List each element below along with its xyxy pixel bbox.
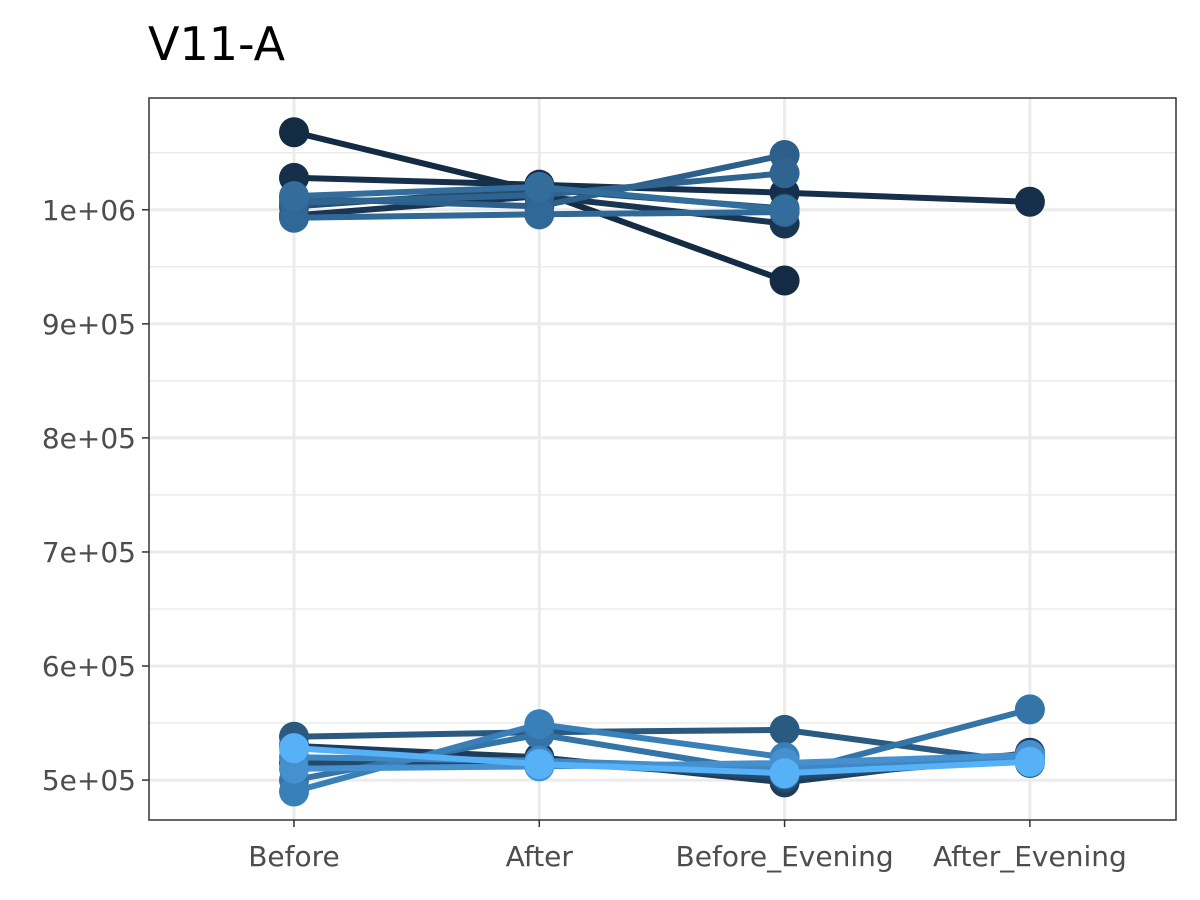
data-point [279,117,309,148]
y-tick-label: 6e+05 [42,650,136,683]
x-tick-label: Before [248,840,340,873]
data-point [279,733,309,764]
data-point [769,758,800,789]
series-path [293,174,1031,205]
series-path [293,726,1031,766]
data-point [769,158,800,189]
axes: 5e+05 6e+05 7e+05 8e+05 9e+05 1e+06 Before Afte… [42,194,1127,873]
y-tick-label: 8e+05 [42,422,136,455]
data-point [279,181,309,212]
data-point [279,776,309,807]
data-point [524,709,555,740]
data-point [524,199,555,230]
x-tick-label: Before_Evening [676,840,894,873]
x-tick-label: After [506,840,574,873]
data-point [769,265,800,296]
data-point [279,202,309,233]
data-point [1014,186,1045,217]
data-point [769,194,800,225]
y-tick-label: 7e+05 [42,536,136,569]
y-tick-label: 1e+06 [42,194,136,227]
y-tick-label: 9e+05 [42,308,136,341]
panel-border [148,97,1177,821]
data-point [1014,694,1045,725]
data-point [524,171,555,202]
data-point [279,753,309,784]
x-tick-label: After_Evening [933,840,1127,873]
series-line [279,171,800,225]
data-point [1014,746,1045,777]
chart-title: V11-A [148,17,286,71]
series-path [293,752,1030,772]
data-point [524,749,555,780]
series-group [279,117,1045,807]
grid [149,98,1176,820]
series-line [279,733,1045,789]
data-point [769,714,800,745]
y-tick-label: 5e+05 [42,764,136,797]
series-path [293,745,1031,777]
